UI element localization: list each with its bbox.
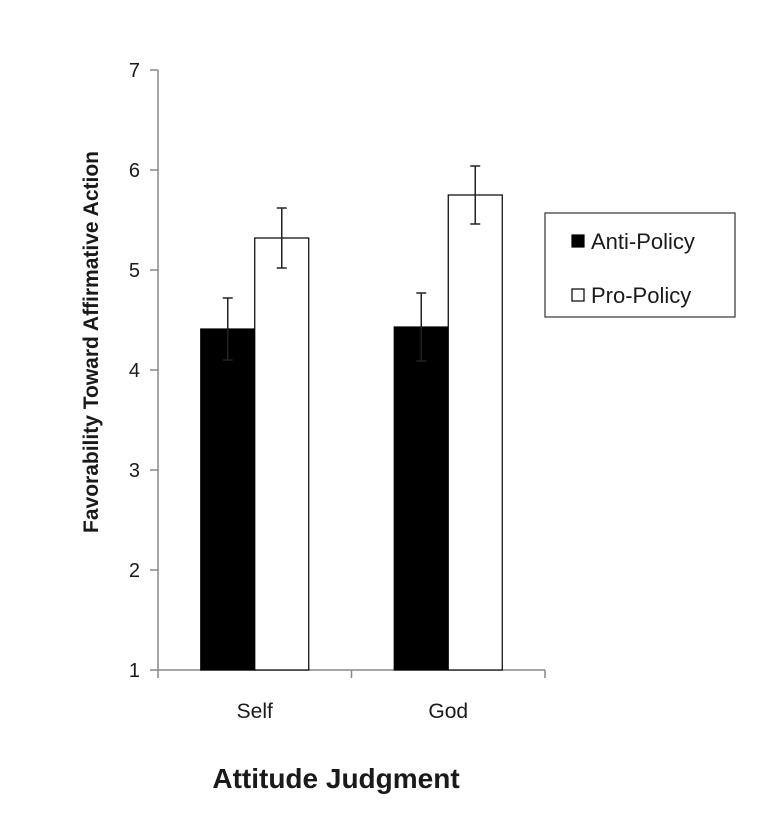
y-tick-label: 5 <box>129 260 140 282</box>
x-axis-title: Attitude Judgment <box>212 763 459 794</box>
x-ticks <box>157 670 546 678</box>
error-bar <box>222 297 233 361</box>
error-bar <box>416 292 427 362</box>
y-tick-label: 6 <box>129 160 140 182</box>
legend-swatch <box>571 288 585 302</box>
legend-items: Anti-Policy Pro-Policy <box>571 229 695 308</box>
legend-label: Anti-Policy <box>591 229 695 254</box>
bar-pro-policy-god <box>447 194 503 671</box>
bar-anti-policy-self <box>200 328 256 671</box>
legend: Anti-Policy Pro-Policy <box>544 212 736 318</box>
category-labels: Self God <box>237 700 468 723</box>
bar-anti-policy-god <box>393 326 449 671</box>
legend-item: Anti-Policy <box>571 229 695 254</box>
legend-item: Pro-Policy <box>571 283 691 308</box>
y-tick-label: 3 <box>129 460 140 482</box>
legend-swatch <box>571 234 585 248</box>
y-tick-label: 4 <box>129 360 140 382</box>
x-tick-label: Self <box>237 700 273 723</box>
error-bars <box>222 165 481 362</box>
y-ticks: 1 2 3 4 5 6 7 <box>129 60 158 682</box>
y-tick-label: 1 <box>129 660 140 682</box>
error-bar <box>470 165 481 225</box>
y-axis-title: Favorability Toward Affirmative Action <box>80 151 103 533</box>
bars <box>200 194 503 671</box>
error-bar <box>276 207 287 269</box>
y-tick-label: 7 <box>129 60 140 82</box>
x-tick-label: God <box>428 700 468 723</box>
bar-pro-policy-self <box>254 237 310 671</box>
y-tick-label: 2 <box>129 560 140 582</box>
legend-label: Pro-Policy <box>591 283 691 308</box>
